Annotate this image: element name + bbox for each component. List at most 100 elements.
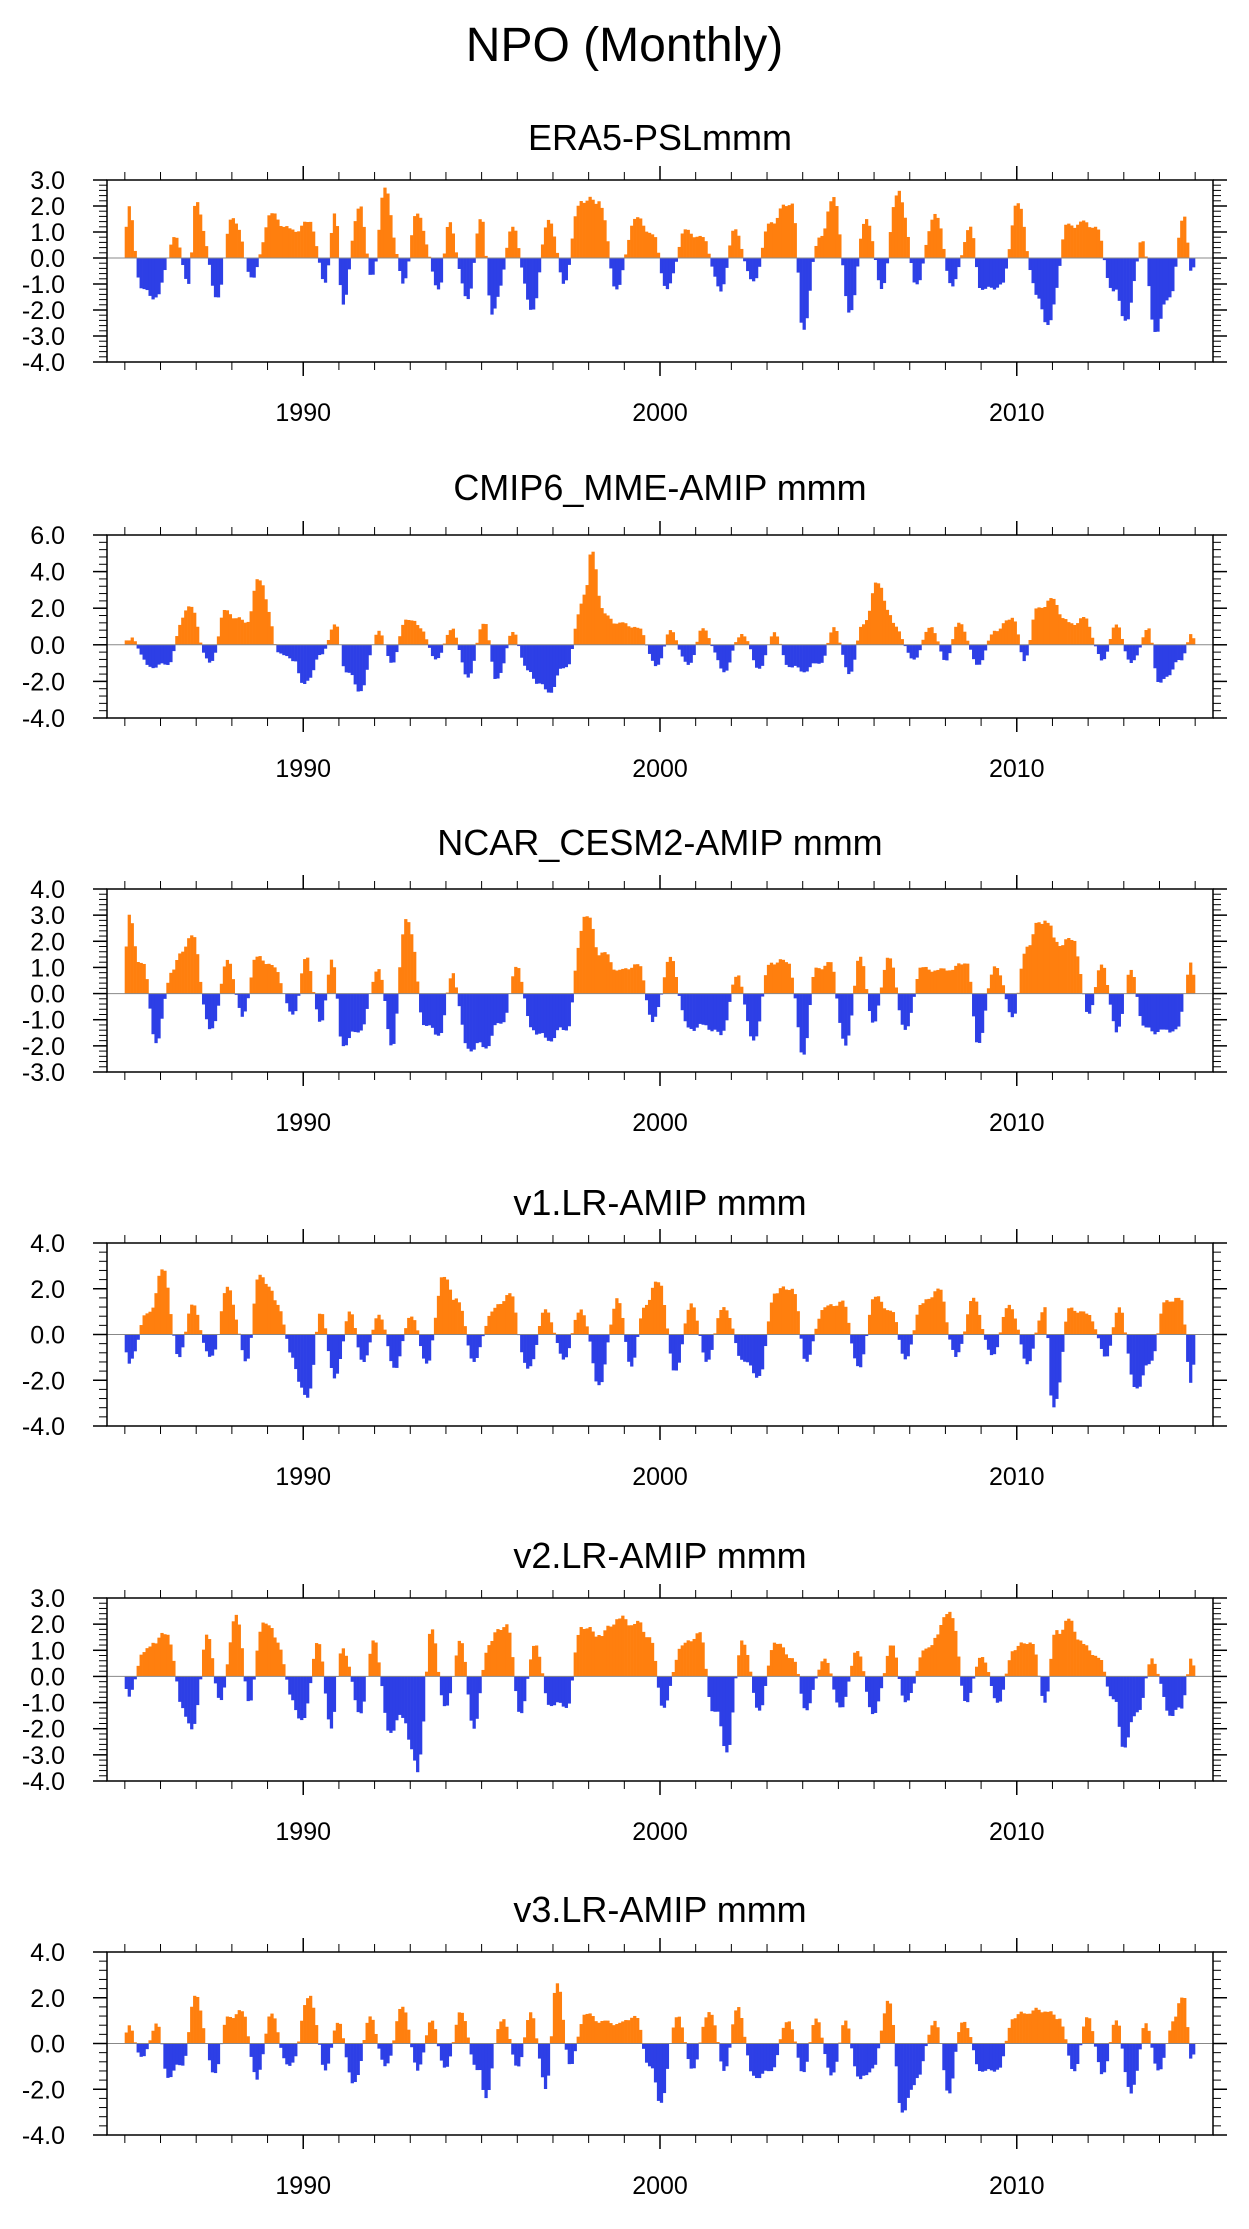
negative-anomaly-bar [844, 993, 848, 1046]
positive-anomaly-bar [424, 639, 429, 645]
negative-anomaly-bar [1111, 1676, 1116, 1700]
positive-anomaly-bar [992, 630, 997, 645]
negative-anomaly-bar [216, 2043, 221, 2065]
negative-anomaly-bar [469, 2043, 473, 2055]
positive-anomaly-bar [124, 640, 128, 645]
negative-anomaly-bar [1147, 258, 1151, 287]
positive-anomaly-bar [368, 2016, 372, 2044]
positive-anomaly-bar [957, 963, 961, 994]
positive-anomaly-bar [841, 2025, 845, 2044]
negative-anomaly-bar [422, 993, 426, 1026]
negative-anomaly-bar [808, 1334, 812, 1355]
positive-anomaly-bar [1093, 226, 1098, 258]
negative-anomaly-bar [909, 644, 913, 659]
positive-anomaly-bar [303, 2005, 307, 2044]
positive-anomaly-bar [424, 1671, 429, 1677]
negative-anomaly-bar [1096, 644, 1101, 655]
positive-anomaly-bar [879, 987, 884, 994]
positive-anomaly-bar [835, 631, 839, 645]
negative-anomaly-bar [644, 2043, 649, 2063]
negative-anomaly-bar [279, 644, 283, 654]
negative-anomaly-bar [752, 993, 756, 1041]
negative-anomaly-bar [1025, 1334, 1029, 1365]
positive-anomaly-bar [683, 1642, 687, 1677]
negative-anomaly-bar [983, 993, 988, 1011]
negative-anomaly-bar [647, 644, 652, 654]
negative-anomaly-bar [713, 993, 717, 1030]
positive-anomaly-bar [1099, 964, 1104, 994]
positive-anomaly-bar [885, 1310, 890, 1335]
negative-anomaly-bar [419, 2043, 423, 2065]
negative-anomaly-bar [621, 258, 625, 271]
negative-anomaly-bar [805, 258, 809, 319]
negative-anomaly-bar [353, 993, 357, 1033]
positive-anomaly-bar [740, 986, 744, 994]
positive-anomaly-bar [526, 2020, 530, 2044]
positive-anomaly-bar [1043, 606, 1047, 645]
negative-anomaly-bar [306, 644, 310, 681]
negative-anomaly-bar [1168, 1676, 1172, 1716]
positive-anomaly-bar [933, 213, 937, 258]
negative-anomaly-bar [317, 993, 322, 1022]
positive-anomaly-bar [442, 1276, 447, 1335]
negative-anomaly-bar [499, 258, 503, 286]
positive-anomaly-bar [427, 1633, 432, 1677]
positive-anomaly-bar [879, 587, 884, 645]
negative-anomaly-bar [362, 644, 366, 686]
negative-anomaly-bar [757, 258, 762, 267]
positive-anomaly-bar [644, 1304, 649, 1335]
negative-anomaly-bar [689, 2043, 693, 2069]
positive-anomaly-bar [662, 1305, 667, 1335]
negative-anomaly-bar [912, 1676, 916, 1684]
positive-anomaly-bar [1174, 1297, 1178, 1335]
negative-anomaly-bar [615, 258, 619, 290]
positive-anomaly-bar [609, 618, 613, 645]
negative-anomaly-bar [746, 258, 750, 272]
negative-anomaly-bar [746, 993, 750, 1022]
negative-anomaly-bar [210, 2043, 215, 2073]
positive-anomaly-bar [1171, 2021, 1175, 2044]
negative-anomaly-bar [760, 1334, 765, 1370]
positive-anomaly-bar [588, 1627, 592, 1677]
positive-anomaly-bar [484, 624, 488, 645]
negative-anomaly-bar [656, 993, 661, 1008]
positive-anomaly-bar [653, 237, 658, 258]
positive-anomaly-bar [737, 975, 741, 994]
negative-anomaly-bar [466, 1334, 470, 1346]
negative-anomaly-bar [297, 1334, 301, 1382]
positive-anomaly-bar [416, 625, 420, 645]
negative-anomaly-bar [546, 993, 551, 1041]
positive-anomaly-bar [811, 2025, 815, 2044]
positive-anomaly-bar [966, 963, 970, 994]
positive-anomaly-bar [410, 620, 414, 645]
x-tick-label: 1990 [275, 1109, 331, 1137]
negative-anomaly-bar [1132, 2043, 1136, 2085]
negative-anomaly-bar [909, 1334, 913, 1345]
positive-anomaly-bar [234, 223, 238, 258]
positive-anomaly-bar [225, 233, 230, 258]
positive-anomaly-bar [240, 241, 244, 258]
positive-anomaly-bar [1022, 2013, 1026, 2044]
positive-anomaly-bar [977, 1657, 982, 1677]
negative-anomaly-bar [653, 2043, 658, 2083]
negative-anomaly-bar [665, 258, 670, 290]
positive-anomaly-bar [1079, 1311, 1083, 1335]
positive-anomaly-bar [781, 2027, 786, 2044]
negative-anomaly-bar [326, 258, 331, 266]
positive-anomaly-bar [193, 937, 197, 994]
positive-anomaly-bar [499, 2021, 503, 2044]
negative-anomaly-bar [1034, 258, 1038, 295]
negative-anomaly-bar [386, 1334, 390, 1347]
negative-anomaly-bar [897, 1676, 901, 1679]
negative-anomaly-bar [802, 1334, 806, 1359]
positive-anomaly-bar [445, 634, 450, 645]
positive-anomaly-bar [139, 1654, 143, 1677]
negative-anomaly-bar [802, 2043, 806, 2073]
negative-anomaly-bar [1108, 1676, 1113, 1697]
negative-anomaly-bar [1022, 1334, 1026, 1359]
positive-anomaly-bar [639, 628, 643, 645]
positive-anomaly-bar [279, 226, 283, 258]
negative-anomaly-bar [912, 993, 916, 997]
positive-anomaly-bar [832, 971, 836, 994]
negative-anomaly-bar [163, 993, 167, 999]
